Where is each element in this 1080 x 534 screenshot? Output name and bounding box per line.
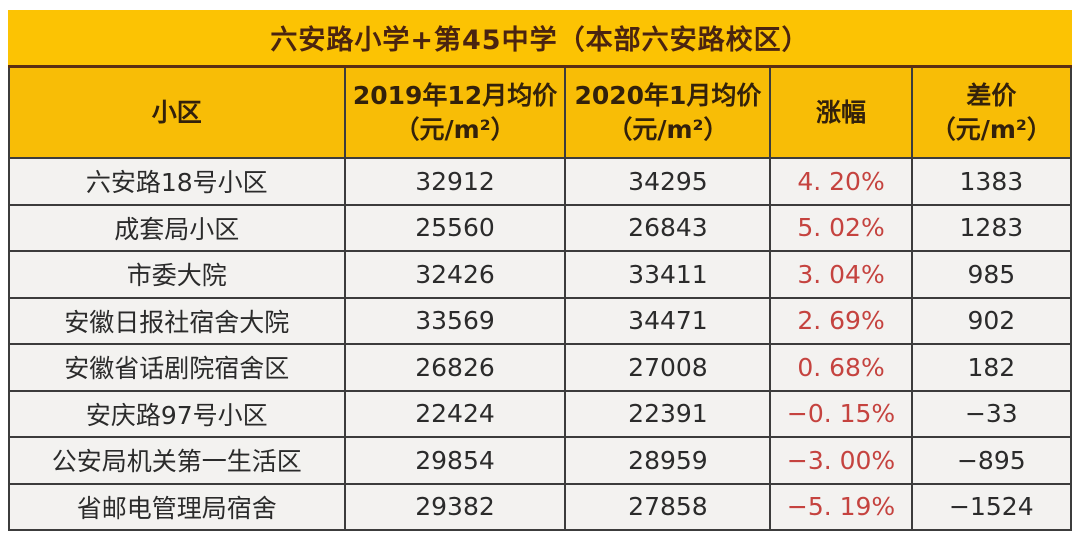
col-header-jan2020-line2: （元/m²） [607,114,729,144]
table-row: 公安局机关第一生活区 29854 28959 −3. 00% −895 [8,436,1073,485]
dec2019-price-cell: 32912 [343,157,567,206]
change-percent-cell: 2. 69% [769,296,913,345]
community-cell: 成套局小区 [8,203,346,252]
jan2020-price-cell: 26843 [564,203,772,252]
jan2020-price-cell: 34471 [564,296,772,345]
price-diff-cell: −1524 [910,482,1073,531]
community-cell: 六安路18号小区 [8,157,346,206]
dec2019-price-cell: 32426 [343,250,567,299]
school-district-price-card: 六安路小学+第45中学（本部六安路校区） 小区 2019年12月均价 （元/m²… [8,10,1073,531]
dec2019-price-cell: 26826 [343,343,567,392]
price-diff-cell: −33 [910,389,1073,438]
jan2020-price-cell: 33411 [564,250,772,299]
table-row: 市委大院 32426 33411 3. 04% 985 [8,250,1073,299]
table-row: 成套局小区 25560 26843 5. 02% 1283 [8,203,1073,252]
change-percent-cell: −0. 15% [769,389,913,438]
community-cell: 安徽省话剧院宿舍区 [8,343,346,392]
col-header-jan2020-line1: 2020年1月均价 [574,80,762,110]
change-percent-cell: 4. 20% [769,157,913,206]
jan2020-price-cell: 34295 [564,157,772,206]
community-cell: 市委大院 [8,250,346,299]
col-header-diff: 差价 （元/m²） [910,68,1073,159]
col-header-dec2019-line2: （元/m²） [394,114,516,144]
dec2019-price-cell: 22424 [343,389,567,438]
change-percent-cell: 3. 04% [769,250,913,299]
change-percent-cell: 0. 68% [769,343,913,392]
dec2019-price-cell: 29382 [343,482,567,531]
jan2020-price-cell: 28959 [564,436,772,485]
col-header-jan2020: 2020年1月均价 （元/m²） [564,68,772,159]
header-row: 小区 2019年12月均价 （元/m²） 2020年1月均价 （元/m²） 涨幅… [8,68,1073,159]
table-row: 省邮电管理局宿舍 29382 27858 −5. 19% −1524 [8,482,1073,531]
price-diff-cell: 1283 [910,203,1073,252]
col-header-diff-line2: （元/m²） [930,114,1052,144]
col-header-diff-line1: 差价 [966,80,1017,110]
col-header-community: 小区 [8,68,346,159]
price-table: 小区 2019年12月均价 （元/m²） 2020年1月均价 （元/m²） 涨幅… [8,68,1073,531]
dec2019-price-cell: 25560 [343,203,567,252]
price-diff-cell: −895 [910,436,1073,485]
price-diff-cell: 1383 [910,157,1073,206]
col-header-dec2019: 2019年12月均价 （元/m²） [343,68,567,159]
change-percent-cell: −3. 00% [769,436,913,485]
price-diff-cell: 182 [910,343,1073,392]
price-diff-cell: 985 [910,250,1073,299]
change-percent-cell: −5. 19% [769,482,913,531]
price-diff-cell: 902 [910,296,1073,345]
col-header-dec2019-line1: 2019年12月均价 [352,80,558,110]
dec2019-price-cell: 33569 [343,296,567,345]
table-row: 安徽省话剧院宿舍区 26826 27008 0. 68% 182 [8,343,1073,392]
table-title: 六安路小学+第45中学（本部六安路校区） [8,10,1072,68]
community-cell: 安徽日报社宿舍大院 [8,296,346,345]
community-cell: 省邮电管理局宿舍 [8,482,346,531]
community-cell: 安庆路97号小区 [8,389,346,438]
jan2020-price-cell: 22391 [564,389,772,438]
jan2020-price-cell: 27858 [564,482,772,531]
table-row: 安庆路97号小区 22424 22391 −0. 15% −33 [8,389,1073,438]
community-cell: 公安局机关第一生活区 [8,436,346,485]
col-header-change: 涨幅 [769,68,913,159]
dec2019-price-cell: 29854 [343,436,567,485]
jan2020-price-cell: 27008 [564,343,772,392]
table-row: 六安路18号小区 32912 34295 4. 20% 1383 [8,157,1073,206]
change-percent-cell: 5. 02% [769,203,913,252]
table-row: 安徽日报社宿舍大院 33569 34471 2. 69% 902 [8,296,1073,345]
